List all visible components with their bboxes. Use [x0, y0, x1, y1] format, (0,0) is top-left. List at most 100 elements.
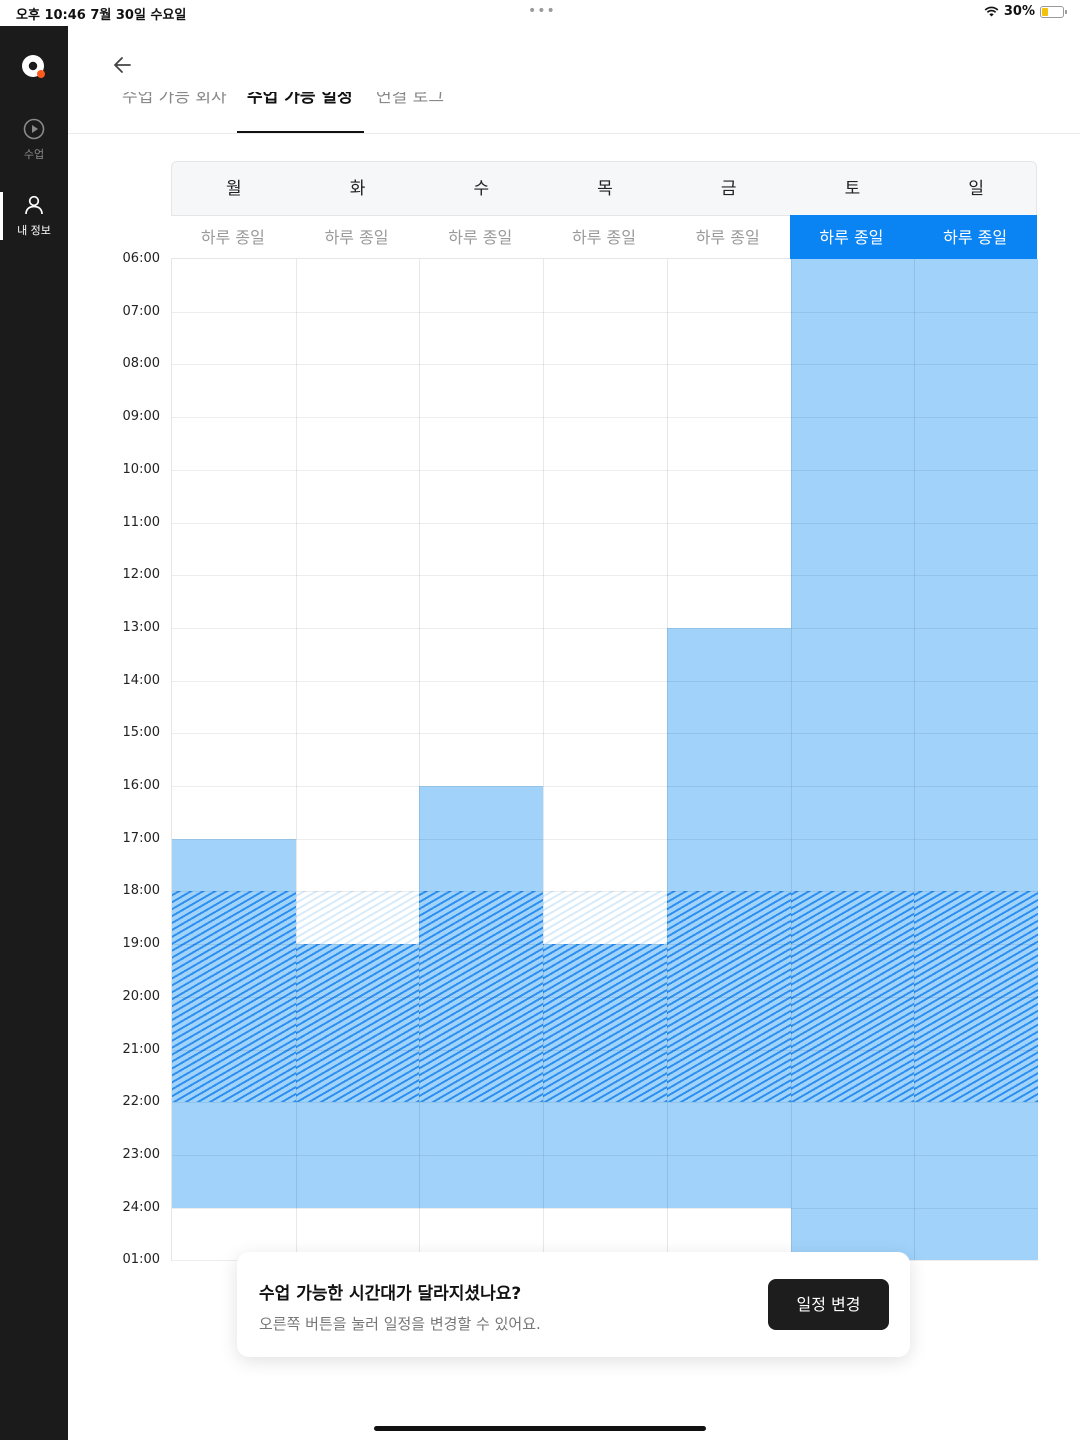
sidebar-item-label: 수업	[23, 148, 45, 161]
peak-hour-slot[interactable]	[295, 944, 420, 1103]
sidebar-item-label: 내 정보	[17, 224, 51, 237]
sidebar: 수업 내 정보	[0, 26, 68, 1440]
all-day-toggle[interactable]: 하루 종일	[665, 215, 790, 259]
battery-percent: 30%	[1003, 4, 1035, 19]
change-schedule-button[interactable]: 일정 변경	[768, 1279, 889, 1330]
day-gridline	[790, 259, 792, 1261]
hour-gridline	[172, 838, 1038, 840]
hour-gridline	[172, 944, 1038, 946]
peak-hour-slot[interactable]	[172, 891, 296, 1103]
sidebar-item-class[interactable]: 수업	[0, 118, 68, 162]
hour-gridline	[172, 417, 1038, 419]
day-header: 목	[597, 179, 613, 199]
time-label: 16:00	[122, 778, 160, 793]
day-gridline	[543, 259, 545, 1261]
peak-hour-slot[interactable]	[790, 891, 915, 1103]
all-day-toggle[interactable]: 하루 종일	[789, 215, 914, 259]
time-label: 24:00	[122, 1199, 160, 1215]
time-label: 15:00	[122, 725, 160, 741]
sidebar-item-profile[interactable]: 내 정보	[0, 192, 68, 240]
hour-gridline	[172, 364, 1038, 366]
hour-gridline	[172, 891, 1038, 893]
peak-hour-slot[interactable]	[914, 891, 1038, 1103]
tab-label: 수업 가능 일정	[247, 92, 353, 107]
day-gridline	[419, 259, 421, 1261]
hour-gridline	[172, 996, 1038, 998]
time-label: 22:00	[122, 1094, 160, 1110]
time-label: 07:00	[122, 303, 160, 319]
arrow-left-icon[interactable]	[110, 52, 136, 78]
peak-hour-slot[interactable]	[666, 891, 791, 1103]
tab-connection-log[interactable]: 연결 로그	[376, 92, 466, 133]
day-header: 일	[968, 179, 984, 199]
multitask-dots-icon[interactable]: •••	[528, 3, 556, 19]
time-label: 09:00	[122, 409, 160, 425]
all-day-row: 하루 종일 하루 종일 하루 종일 하루 종일 하루 종일 하루 종일 하루 종일	[171, 215, 1037, 259]
tab-bar: 수업 가능 회차 수업 가능 일정 연결 로그	[68, 92, 1080, 134]
hour-gridline	[172, 1049, 1038, 1051]
app-logo-icon[interactable]	[20, 53, 48, 81]
peak-hour-unavailable[interactable]	[543, 891, 667, 945]
day-gridline	[295, 259, 297, 1261]
notice-title: 수업 가능한 시간대가 달라지셨나요?	[259, 1284, 522, 1304]
tab-label: 연결 로그	[376, 92, 444, 107]
hour-gridline	[172, 469, 1038, 471]
time-label: 06:00	[122, 251, 160, 266]
time-label: 19:00	[122, 936, 160, 952]
hour-gridline	[172, 1207, 1038, 1209]
all-day-toggle[interactable]: 하루 종일	[913, 215, 1037, 259]
time-label: 20:00	[122, 988, 160, 1004]
peak-hour-unavailable[interactable]	[295, 891, 420, 945]
all-day-toggle[interactable]: 하루 종일	[171, 215, 295, 259]
time-label: 12:00	[122, 567, 160, 583]
time-label: 18:00	[122, 883, 160, 899]
hour-gridline	[172, 733, 1038, 735]
time-label: 11:00	[122, 514, 160, 530]
day-header: 수	[473, 179, 490, 199]
status-time-date: 오후 10:46 7월 30일 수요일	[16, 8, 187, 23]
peak-hour-slot[interactable]	[543, 944, 667, 1103]
day-header: 토	[844, 179, 861, 199]
battery-icon	[1040, 5, 1067, 18]
hour-gridline	[172, 786, 1038, 787]
tab-available-sessions[interactable]: 수업 가능 회차	[122, 92, 232, 133]
peak-hour-slot[interactable]	[419, 891, 544, 1103]
status-bar: 오후 10:46 7월 30일 수요일 ••• 30%	[0, 0, 1080, 26]
time-label: 01:00	[122, 1252, 160, 1268]
schedule-body	[171, 259, 1038, 1262]
time-label: 21:00	[122, 1041, 160, 1057]
all-day-toggle[interactable]: 하루 종일	[294, 215, 419, 259]
hour-gridline	[172, 575, 1038, 577]
day-header: 금	[720, 179, 737, 199]
hour-gridline	[172, 680, 1038, 682]
status-right: 30%	[984, 4, 1067, 19]
tab-label: 수업 가능 회차	[122, 92, 227, 107]
available-slot[interactable]	[914, 259, 1038, 1261]
time-label: 10:00	[122, 461, 160, 477]
hour-gridline	[172, 522, 1038, 524]
hour-gridline	[172, 1154, 1038, 1156]
time-label: 23:00	[122, 1146, 160, 1162]
wifi-icon	[984, 6, 999, 17]
hour-gridline	[172, 1102, 1038, 1104]
home-indicator	[374, 1426, 706, 1431]
time-label: 13:00	[122, 619, 160, 635]
day-header: 화	[349, 179, 366, 199]
day-gridline	[666, 259, 668, 1261]
hour-gridline	[172, 627, 1038, 629]
tab-available-schedule[interactable]: 수업 가능 일정	[237, 92, 364, 133]
day-header: 월	[226, 179, 242, 199]
all-day-toggle[interactable]: 하루 종일	[418, 215, 543, 259]
time-label: 08:00	[122, 356, 160, 372]
time-label: 17:00	[122, 830, 160, 846]
play-circle-icon	[23, 118, 45, 140]
hour-gridline	[172, 311, 1038, 313]
person-icon	[25, 195, 43, 215]
all-day-toggle[interactable]: 하루 종일	[542, 215, 666, 259]
day-gridline	[914, 259, 916, 1261]
available-slot[interactable]	[790, 259, 915, 1261]
schedule-change-card: 수업 가능한 시간대가 달라지셨나요? 오른쪽 버튼을 눌러 일정을 변경할 수…	[237, 1252, 910, 1357]
notice-subtitle: 오른쪽 버튼을 눌러 일정을 변경할 수 있어요.	[259, 1315, 541, 1333]
